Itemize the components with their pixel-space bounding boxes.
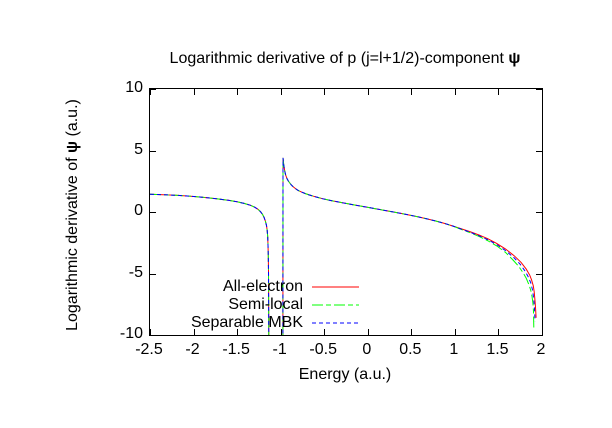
legend-label: Separable MBK <box>190 314 303 331</box>
legend-label: All-electron <box>222 278 303 295</box>
chart-title: Logarithmic derivative of p (j=l+1/2)-co… <box>149 50 541 68</box>
y-axis-title-units: (a.u.) <box>64 99 81 141</box>
legend: All-electron Semi-local Separable MBK <box>161 278 359 332</box>
legend-item-separable-mbk: Separable MBK <box>161 314 359 332</box>
legend-label: Semi-local <box>228 296 303 313</box>
legend-item-semi-local: Semi-local <box>161 296 359 314</box>
x-axis-title: Energy (a.u.) <box>298 366 392 383</box>
chart-title-text: Logarithmic derivative of p (j=l+1/2)-co… <box>169 50 509 67</box>
y-tick-label: 5 <box>134 140 143 158</box>
psi-symbol: ψ <box>64 140 81 153</box>
legend-line-sample <box>312 286 359 288</box>
x-tick-label: 0.5 <box>399 341 422 358</box>
x-tick-label: 1 <box>449 341 459 358</box>
x-tick-label: -2.5 <box>135 341 163 358</box>
legend-line-sample <box>312 304 359 306</box>
plot-canvas <box>150 89 542 335</box>
psi-symbol: ψ <box>508 50 521 67</box>
x-tick-label: -1.5 <box>222 341 250 358</box>
y-tick-label: 10 <box>125 79 143 96</box>
plot-area: All-electron Semi-local Separable MBK <box>149 88 543 336</box>
y-axis-title-text: Logarithmic derivative of <box>64 153 81 331</box>
x-tick-label: 2 <box>536 341 546 358</box>
x-tick-label: 0 <box>362 341 372 358</box>
series-line-separable-mbk <box>150 157 536 335</box>
x-tick-label: -2 <box>185 341 200 358</box>
y-tick-label: -5 <box>128 263 143 281</box>
legend-item-all-electron: All-electron <box>161 278 359 296</box>
x-tick-label: -1 <box>272 341 287 358</box>
y-tick-label: -10 <box>119 325 143 342</box>
x-tick-label: -0.5 <box>309 341 337 358</box>
x-tick-label: 1.5 <box>486 341 509 358</box>
legend-line-sample <box>312 322 359 324</box>
y-axis-title: Logarithmic derivative of ψ (a.u.) <box>64 67 84 363</box>
y-tick-label: 0 <box>134 202 143 219</box>
